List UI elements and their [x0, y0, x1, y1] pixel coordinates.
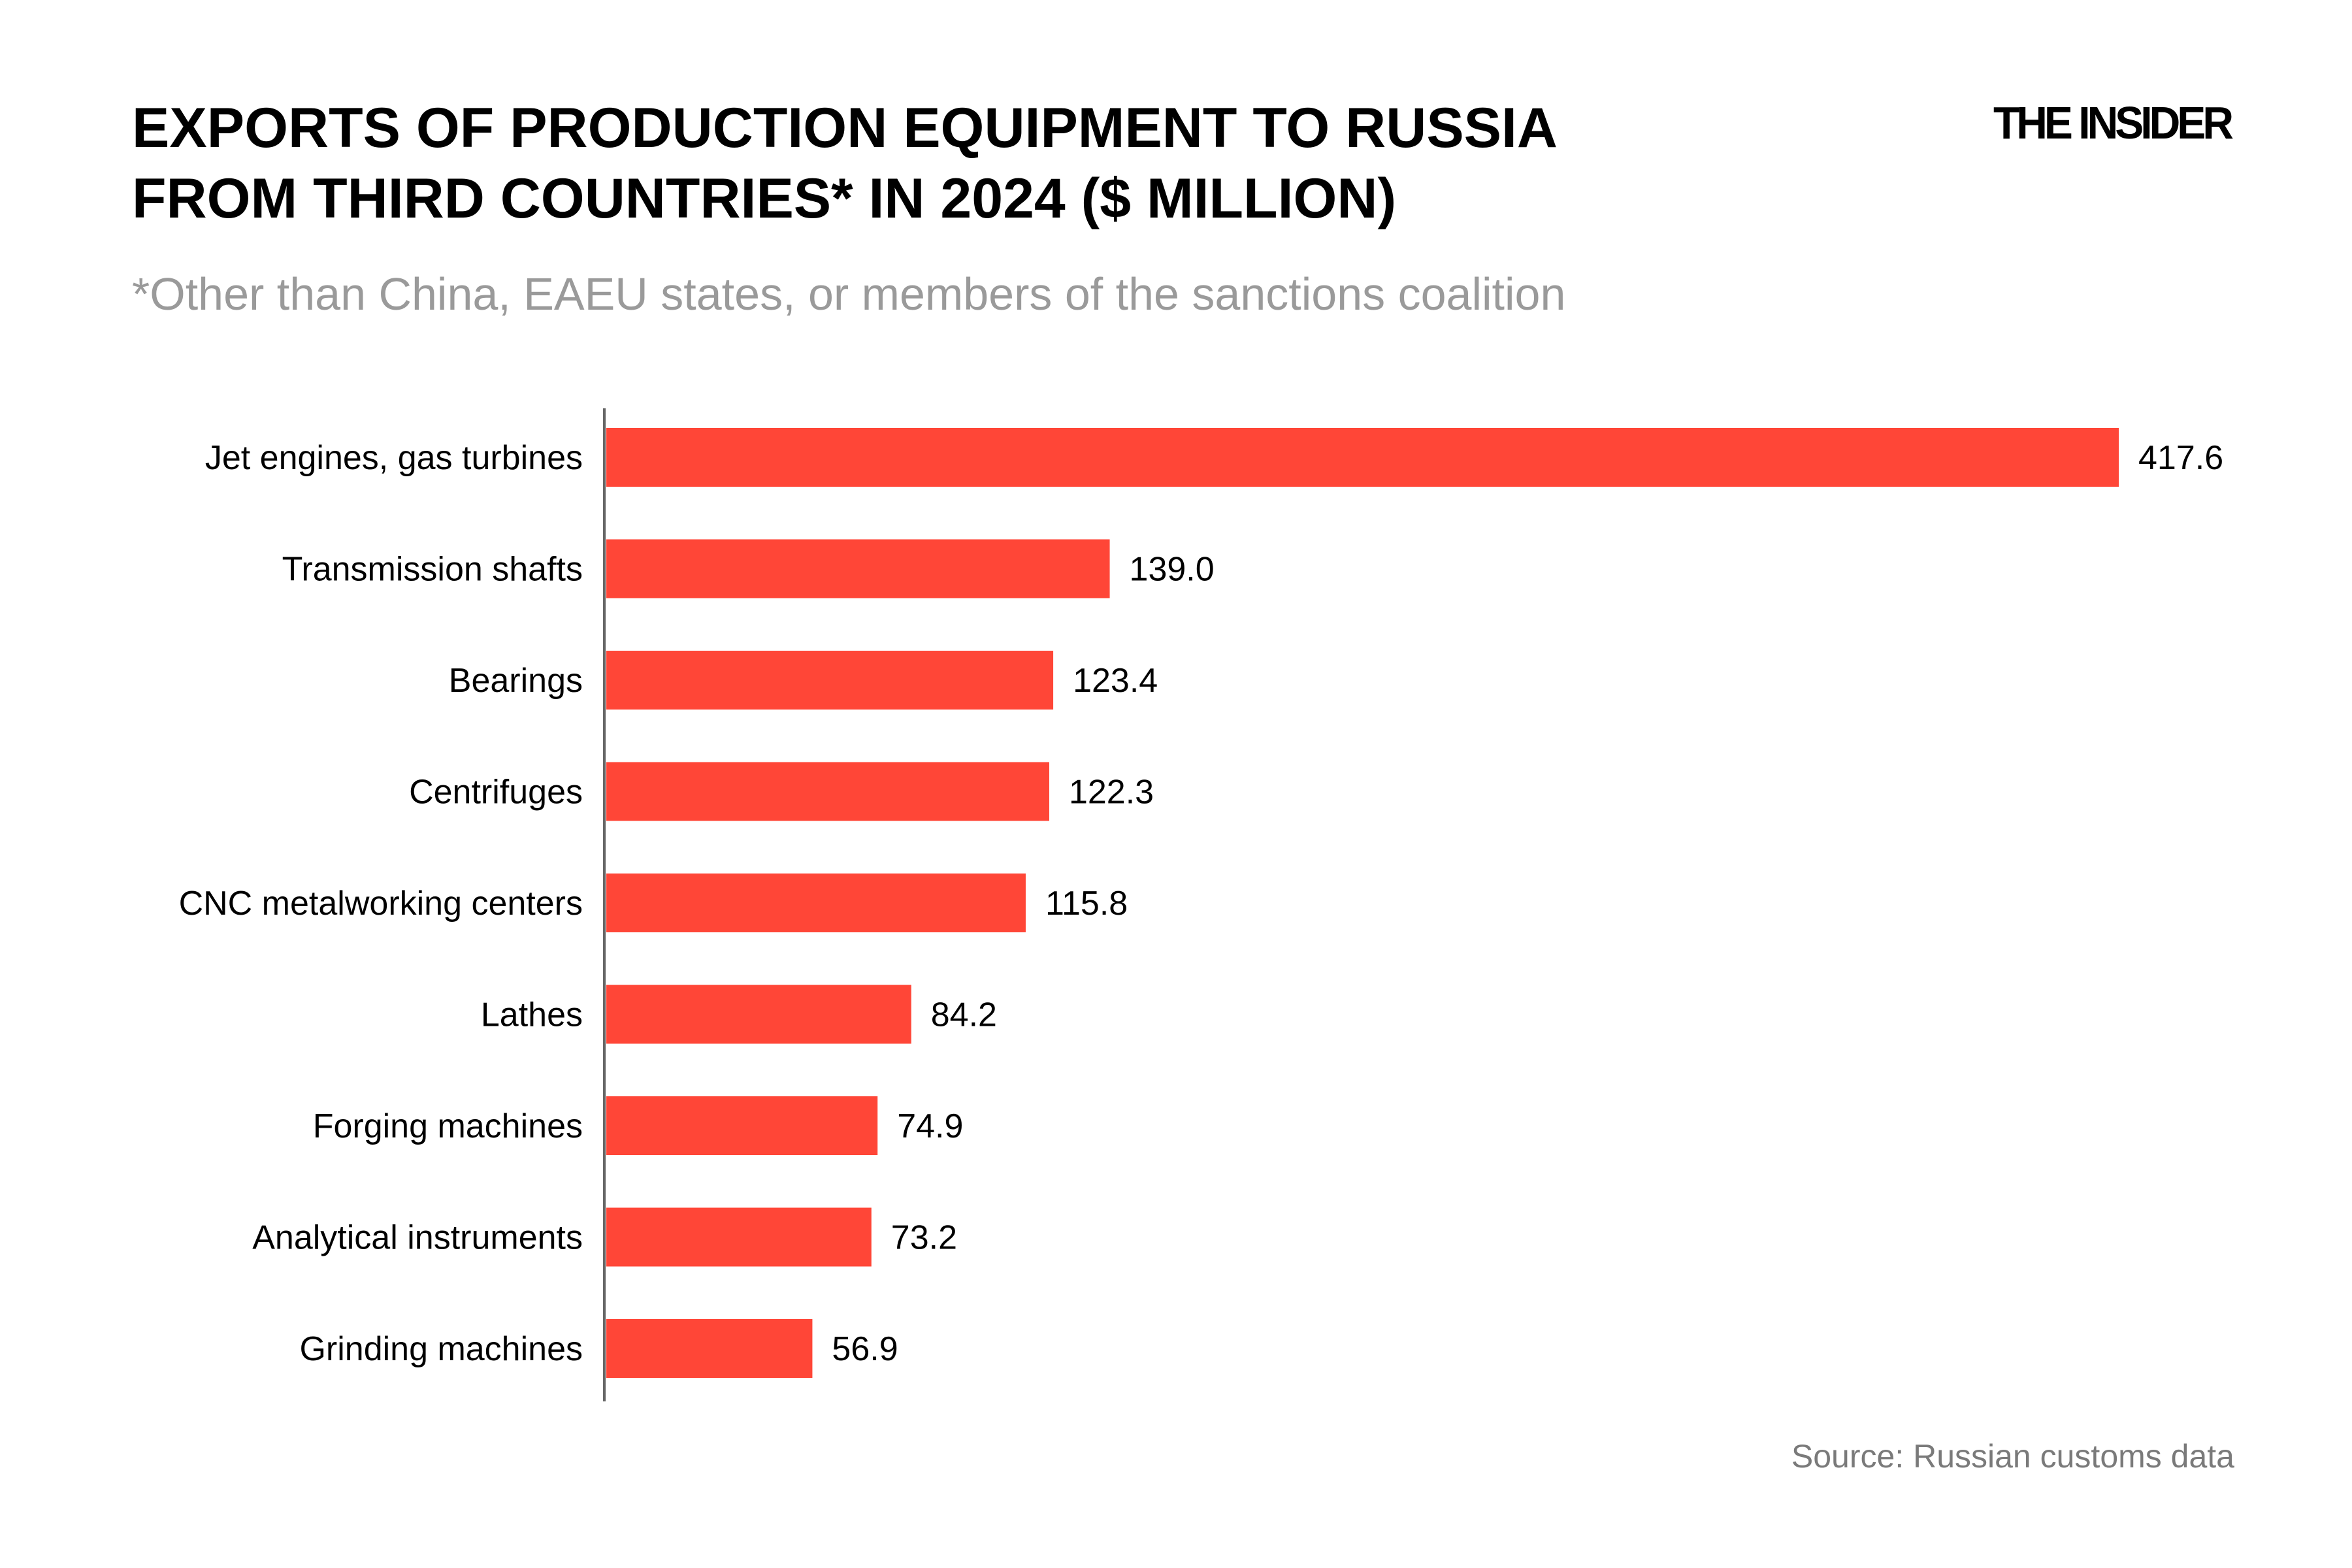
value-label: 123.4	[1073, 662, 1158, 700]
value-label: 74.9	[897, 1107, 963, 1145]
bar	[606, 539, 1110, 598]
category-label: Analytical instruments	[252, 1219, 583, 1257]
category-label: Lathes	[481, 996, 583, 1034]
category-label: Centrifuges	[409, 774, 583, 811]
bar	[606, 428, 2119, 487]
title-line-1: EXPORTS OF PRODUCTION EQUIPMENT TO RUSSI…	[132, 97, 1558, 159]
subtitle: *Other than China, EAEU states, or membe…	[132, 269, 1566, 319]
value-label: 73.2	[891, 1219, 957, 1257]
value-label: 417.6	[2138, 439, 2223, 477]
value-label: 122.3	[1069, 774, 1154, 811]
category-label: Forging machines	[313, 1107, 583, 1145]
bar	[606, 651, 1054, 710]
value-label: 84.2	[931, 996, 997, 1034]
chart-title: EXPORTS OF PRODUCTION EQUIPMENT TO RUSSI…	[132, 93, 1558, 234]
value-label: 139.0	[1130, 551, 1215, 589]
bar	[606, 874, 1026, 932]
title-line-2: FROM THIRD COUNTRIES* IN 2024 ($ MILLION…	[132, 167, 1397, 230]
value-label: 115.8	[1045, 885, 1128, 923]
bar	[606, 1207, 872, 1267]
category-label: Bearings	[449, 662, 583, 700]
bar	[606, 1319, 813, 1378]
logo: THE INSIDER	[1993, 97, 2234, 148]
category-label: Jet engines, gas turbines	[205, 439, 583, 477]
bar	[606, 985, 911, 1044]
category-label: Transmission shafts	[282, 551, 583, 589]
source-note: Source: Russian customs data	[1791, 1438, 2234, 1475]
category-label: Grinding machines	[299, 1330, 583, 1368]
category-label: CNC metalworking centers	[179, 885, 583, 923]
bar	[606, 1096, 878, 1155]
bar	[606, 762, 1049, 821]
value-label: 56.9	[832, 1330, 898, 1368]
